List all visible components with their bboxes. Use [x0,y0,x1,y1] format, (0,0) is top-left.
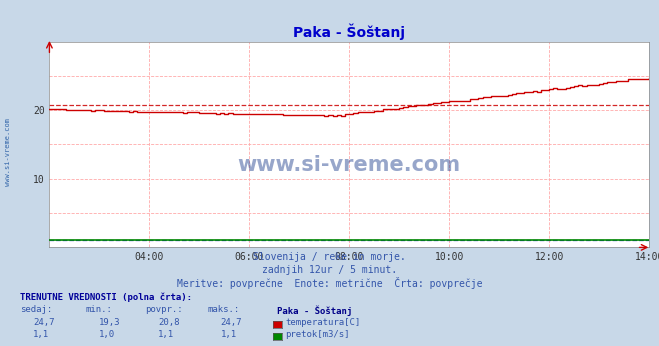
Text: Meritve: povprečne  Enote: metrične  Črta: povprečje: Meritve: povprečne Enote: metrične Črta:… [177,277,482,290]
Text: 19,3: 19,3 [99,318,121,327]
Text: pretok[m3/s]: pretok[m3/s] [285,330,350,339]
Text: temperatura[C]: temperatura[C] [285,318,360,327]
Text: 24,7: 24,7 [221,318,243,327]
Text: www.si-vreme.com: www.si-vreme.com [238,155,461,175]
Text: Paka - Šoštanj: Paka - Šoštanj [277,305,352,316]
Text: min.:: min.: [86,305,113,314]
Text: 1,1: 1,1 [158,330,174,339]
Text: 20,8: 20,8 [158,318,180,327]
Text: maks.:: maks.: [208,305,240,314]
Title: Paka - Šoštanj: Paka - Šoštanj [293,24,405,40]
Text: www.si-vreme.com: www.si-vreme.com [5,118,11,186]
Text: TRENUTNE VREDNOSTI (polna črta):: TRENUTNE VREDNOSTI (polna črta): [20,292,192,302]
Text: 1,1: 1,1 [33,330,49,339]
Text: 1,1: 1,1 [221,330,237,339]
Text: 1,0: 1,0 [99,330,115,339]
Text: 24,7: 24,7 [33,318,55,327]
Text: sedaj:: sedaj: [20,305,52,314]
Text: zadnjih 12ur / 5 minut.: zadnjih 12ur / 5 minut. [262,265,397,275]
Text: povpr.:: povpr.: [145,305,183,314]
Text: Slovenija / reke in morje.: Slovenija / reke in morje. [253,252,406,262]
